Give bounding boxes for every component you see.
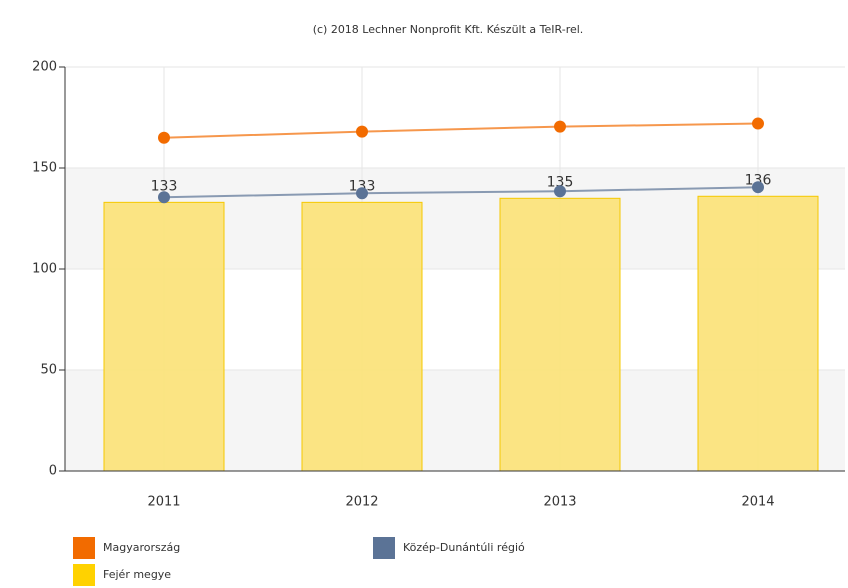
data-label: 135 [547, 174, 574, 190]
point [158, 191, 170, 204]
legend-swatch [73, 564, 95, 586]
point [554, 120, 566, 133]
x-tick-label: 2012 [345, 495, 378, 510]
y-tick-label: 50 [40, 363, 57, 378]
x-tick-label: 2014 [741, 495, 774, 510]
x-tick-label: 2013 [543, 495, 576, 510]
point [356, 125, 368, 138]
point [356, 187, 368, 200]
legend-label: Magyarország [103, 541, 180, 554]
legend-swatch [373, 537, 395, 559]
bar [697, 195, 819, 472]
bar [103, 201, 225, 472]
point [554, 185, 566, 198]
bar [301, 201, 423, 472]
chart-title: (c) 2018 Lechner Nonprofit Kft. Készült … [313, 23, 584, 36]
y-tick-label: 150 [32, 161, 57, 176]
line [163, 186, 759, 199]
bar [499, 197, 621, 472]
x-tick-label: 2011 [147, 495, 180, 510]
y-tick-label: 100 [32, 262, 57, 277]
legend-swatch [73, 537, 95, 559]
data-label: 136 [745, 172, 772, 188]
data-label: 133 [151, 178, 178, 194]
point [752, 117, 764, 130]
point [158, 131, 170, 144]
data-label: 133 [349, 178, 376, 194]
point [752, 181, 764, 194]
line [163, 122, 759, 139]
y-tick-label: 200 [32, 60, 57, 75]
legend-label: Közép-Dunántúli régió [403, 541, 525, 554]
legend-label: Fejér megye [103, 568, 171, 581]
y-tick-label: 0 [49, 464, 57, 479]
